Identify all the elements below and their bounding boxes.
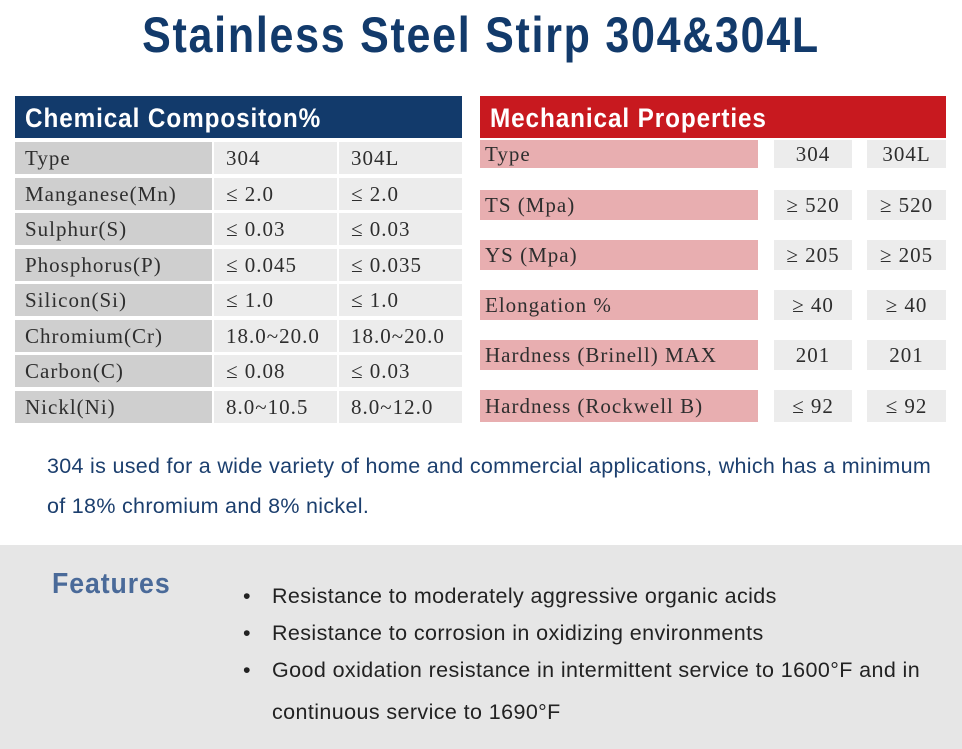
- chemical-value-304l: 304L: [339, 142, 462, 174]
- chemical-value-304l: ≤ 0.035: [339, 249, 462, 281]
- chemical-element-name: Type: [15, 142, 212, 174]
- chemical-value-304l: ≤ 0.03: [339, 213, 462, 245]
- mechanical-property-name: Hardness (Rockwell B): [480, 390, 758, 422]
- chemical-element-name: Chromium(Cr): [15, 320, 212, 352]
- chemical-value-304l: ≤ 2.0: [339, 178, 462, 210]
- feature-item: • Good oxidation resistance in intermitte…: [240, 649, 940, 733]
- mechanical-value-304l: 304L: [867, 140, 946, 168]
- chemical-value-304l: ≤ 1.0: [339, 284, 462, 316]
- description-paragraph: 304 is used for a wide variety of home a…: [47, 454, 932, 518]
- chemical-value-304: ≤ 0.08: [214, 355, 337, 387]
- mechanical-value-304: 201: [774, 340, 852, 370]
- chemical-value-304l: ≤ 0.03: [339, 355, 462, 387]
- mechanical-value-304: ≥ 520: [774, 190, 852, 220]
- feature-item-text: Resistance to moderately aggressive orga…: [272, 584, 777, 608]
- chemical-element-name: Phosphorus(P): [15, 249, 212, 281]
- chemical-value-304: ≤ 0.03: [214, 213, 337, 245]
- mechanical-value-304l: ≥ 520: [867, 190, 946, 220]
- mechanical-value-304: 304: [774, 140, 852, 168]
- feature-item: • Resistance to moderately aggressive org…: [240, 578, 940, 615]
- mechanical-property-name: Hardness (Brinell) MAX: [480, 340, 758, 370]
- mechanical-value-304l: ≥ 205: [867, 240, 946, 270]
- chemical-element-name: Manganese(Mn): [15, 178, 212, 210]
- mechanical-value-304l: 201: [867, 340, 946, 370]
- features-section: [0, 545, 962, 749]
- mechanical-value-304l: ≥ 40: [867, 290, 946, 320]
- chemical-element-name: Carbon(C): [15, 355, 212, 387]
- mechanical-property-name: Type: [480, 140, 758, 168]
- bullet-icon: •: [243, 621, 251, 645]
- features-title: Features: [52, 568, 171, 600]
- mechanical-value-304: ≥ 40: [774, 290, 852, 320]
- chemical-value-304: ≤ 2.0: [214, 178, 337, 210]
- page-title: Stainless Steel Stirp 304&304L: [142, 7, 820, 63]
- features-list: • Resistance to moderately aggressive org…: [240, 578, 940, 733]
- chemical-element-name: Sulphur(S): [15, 213, 212, 245]
- mechanical-property-name: YS (Mpa): [480, 240, 758, 270]
- chemical-value-304: ≤ 1.0: [214, 284, 337, 316]
- mechanical-property-name: TS (Mpa): [480, 190, 758, 220]
- feature-item-text: Resistance to corrosion in oxidizing env…: [272, 621, 764, 645]
- chemical-composition-header: Chemical Compositon%: [15, 96, 462, 138]
- feature-item-text: Good oxidation resistance in intermitten…: [272, 658, 921, 724]
- chemical-composition-header-text: Chemical Compositon%: [25, 103, 322, 133]
- chemical-value-304: ≤ 0.045: [214, 249, 337, 281]
- chemical-value-304l: 8.0~12.0: [339, 391, 462, 423]
- chemical-element-name: Nickl(Ni): [15, 391, 212, 423]
- mechanical-properties-header-text: Mechanical Properties: [490, 103, 767, 133]
- chemical-value-304: 8.0~10.5: [214, 391, 337, 423]
- mechanical-value-304: ≥ 205: [774, 240, 852, 270]
- bullet-icon: •: [243, 658, 251, 682]
- chemical-element-name: Silicon(Si): [15, 284, 212, 316]
- mechanical-property-name: Elongation %: [480, 290, 758, 320]
- chemical-value-304: 18.0~20.0: [214, 320, 337, 352]
- chemical-value-304l: 18.0~20.0: [339, 320, 462, 352]
- mechanical-value-304: ≤ 92: [774, 390, 852, 422]
- mechanical-properties-header: Mechanical Properties: [480, 96, 946, 138]
- bullet-icon: •: [243, 584, 251, 608]
- chemical-value-304: 304: [214, 142, 337, 174]
- feature-item: • Resistance to corrosion in oxidizing en…: [240, 615, 940, 652]
- mechanical-value-304l: ≤ 92: [867, 390, 946, 422]
